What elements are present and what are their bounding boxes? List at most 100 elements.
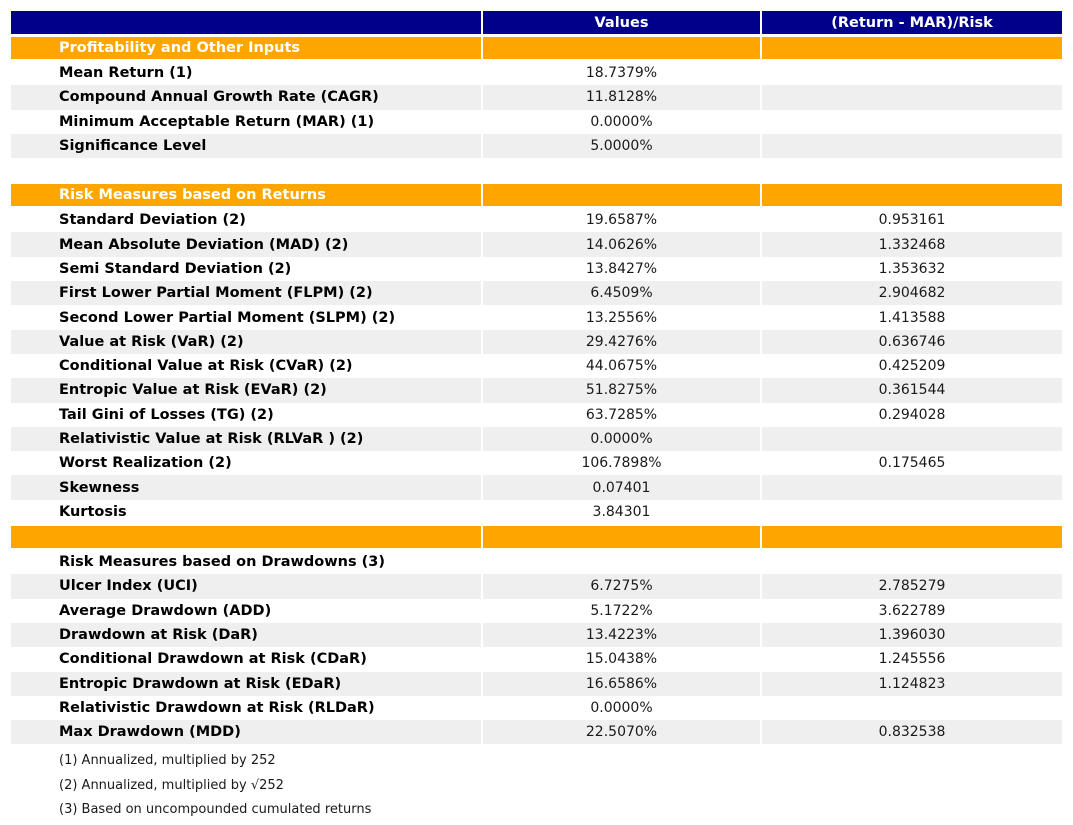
metric-label: Tail Gini of Losses (TG) (2): [59, 406, 274, 423]
metric-label: Mean Return (1): [59, 65, 193, 82]
metric-ratio: [762, 85, 1062, 110]
metric-label: Kurtosis: [59, 503, 127, 520]
metric-ratio: [762, 550, 1062, 574]
table-row: Kurtosis 3.84301: [11, 500, 1062, 524]
metric-ratio: 1.396030: [762, 622, 1062, 648]
metric-ratio: 1.245556: [878, 651, 946, 668]
metric-value: 29.4276%: [483, 329, 760, 354]
metric-value: 6.4509%: [483, 281, 760, 306]
metric-value: 15.0438%: [585, 651, 658, 668]
metric-label: Entropic Value at Risk (EVaR) (2): [11, 378, 481, 403]
table-row: Significance Level 5.0000%: [11, 133, 1062, 159]
footnotes: (1) Annualized, multiplied by 252 (2) Ann…: [11, 749, 1062, 822]
metric-value: 0.0000%: [590, 113, 653, 130]
table-row: Relativistic Value at Risk (RLVaR ) (2) …: [11, 426, 1062, 452]
metric-ratio: 0.294028: [878, 406, 946, 423]
metric-value: 16.6586%: [483, 671, 760, 696]
metric-ratio: [762, 184, 1062, 207]
table-row: Standard Deviation (2) 19.6587% 0.953161: [11, 208, 1062, 232]
metric-value: 106.7898%: [581, 455, 662, 472]
metric-ratio: [762, 500, 1062, 524]
metric-value: 13.8427%: [585, 260, 658, 277]
table-row: Minimum Acceptable Return (MAR) (1) 0.00…: [11, 110, 1062, 134]
metric-value: 3.84301: [592, 503, 651, 520]
table-row: Entropic Drawdown at Risk (EDaR) 16.6586…: [11, 671, 1062, 696]
table-row: [11, 158, 1062, 184]
metric-label: First Lower Partial Moment (FLPM) (2): [11, 281, 481, 306]
header-cell-metric: [11, 11, 481, 34]
metric-ratio: 0.425209: [878, 358, 946, 375]
metric-value: [483, 526, 760, 549]
table-row: [11, 526, 1062, 549]
metric-value: [483, 184, 760, 207]
footnote-line: (2) Annualized, multiplied by √252: [59, 777, 284, 793]
table-row: Mean Return (1) 18.7379%: [11, 61, 1062, 85]
table-header-row: Values (Return - MAR)/Risk: [11, 11, 1062, 34]
metric-label: Minimum Acceptable Return (MAR) (1): [59, 113, 375, 130]
metric-ratio: 0.636746: [762, 329, 1062, 354]
metric-ratio: 0.832538: [762, 720, 1062, 745]
metric-value: 6.7275%: [483, 574, 760, 599]
table-row: Skewness 0.07401: [11, 475, 1062, 500]
metric-value: [483, 37, 760, 59]
metric-value: 63.7285%: [585, 406, 658, 423]
metric-label: Average Drawdown (ADD): [59, 602, 272, 619]
metric-label: Risk Measures based on Returns: [11, 184, 481, 207]
metric-label: Standard Deviation (2): [59, 212, 246, 229]
metric-value: 18.7379%: [585, 65, 658, 82]
metric-value: 11.8128%: [483, 85, 760, 110]
risk-report-table: Values (Return - MAR)/Risk Profitability…: [11, 11, 1062, 822]
metric-value: 13.2556%: [585, 309, 658, 326]
metric-value: 44.0675%: [585, 358, 658, 375]
metric-label: Compound Annual Growth Rate (CAGR): [11, 85, 481, 110]
metric-label: Significance Level: [11, 133, 481, 159]
table-row: Average Drawdown (ADD) 5.1722% 3.622789: [11, 599, 1062, 623]
metric-label: Relativistic Value at Risk (RLVaR ) (2): [11, 426, 481, 452]
table-row: Drawdown at Risk (DaR) 13.4223% 1.396030: [11, 622, 1062, 648]
metric-label: Profitability and Other Inputs: [11, 37, 481, 59]
table-row: Max Drawdown (MDD) 22.5070% 0.832538: [11, 720, 1062, 745]
metric-label: Worst Realization (2): [59, 455, 232, 472]
metric-ratio: 1.332468: [762, 232, 1062, 257]
metric-value: 51.8275%: [483, 378, 760, 403]
metric-label: Risk Measures based on Drawdowns (3): [59, 554, 385, 571]
table-row: Worst Realization (2) 106.7898% 0.175465: [11, 451, 1062, 475]
metric-label: Skewness: [11, 475, 481, 500]
metric-label: Second Lower Partial Moment (SLPM) (2): [59, 309, 396, 326]
metric-label: Conditional Value at Risk (CVaR) (2): [59, 358, 353, 375]
metric-ratio: 2.904682: [762, 281, 1062, 306]
table-row: Relativistic Drawdown at Risk (RLDaR) 0.…: [11, 696, 1062, 720]
metric-label: Conditional Drawdown at Risk (CDaR): [59, 651, 367, 668]
metric-ratio: [762, 61, 1062, 85]
table-row: Mean Absolute Deviation (MAD) (2) 14.062…: [11, 232, 1062, 257]
metric-ratio: 1.353632: [878, 260, 946, 277]
metric-label: Entropic Drawdown at Risk (EDaR): [11, 671, 481, 696]
metric-ratio: [762, 37, 1062, 59]
table-row: Tail Gini of Losses (TG) (2) 63.7285% 0.…: [11, 403, 1062, 427]
metric-label: Relativistic Drawdown at Risk (RLDaR): [59, 699, 375, 716]
table-row: Risk Measures based on Returns: [11, 184, 1062, 207]
table-body: Profitability and Other Inputs Mean Retu…: [11, 37, 1062, 745]
metric-value: 14.0626%: [483, 232, 760, 257]
table-row: Second Lower Partial Moment (SLPM) (2) 1…: [11, 305, 1062, 329]
header-cell-values: Values: [483, 11, 760, 34]
metric-ratio: [762, 696, 1062, 720]
table-row: Risk Measures based on Drawdowns (3): [11, 550, 1062, 574]
metric-value: 5.1722%: [590, 602, 653, 619]
table-row: Semi Standard Deviation (2) 13.8427% 1.3…: [11, 257, 1062, 281]
metric-ratio: [762, 526, 1062, 549]
metric-ratio: [762, 110, 1062, 134]
footnote-line: (3) Based on uncompounded cumulated retu…: [59, 801, 372, 817]
metric-ratio: [762, 475, 1062, 500]
metric-label: [11, 158, 481, 184]
metric-value: 0.07401: [483, 475, 760, 500]
metric-value: 0.0000%: [590, 699, 653, 716]
table-row: Conditional Drawdown at Risk (CDaR) 15.0…: [11, 647, 1062, 671]
footnote-line: (1) Annualized, multiplied by 252: [59, 753, 276, 769]
metric-ratio: [762, 158, 1062, 184]
table-row: Ulcer Index (UCI) 6.7275% 2.785279: [11, 574, 1062, 599]
metric-value: [483, 158, 760, 184]
metric-value: 22.5070%: [483, 720, 760, 745]
metric-label: Max Drawdown (MDD): [11, 720, 481, 745]
